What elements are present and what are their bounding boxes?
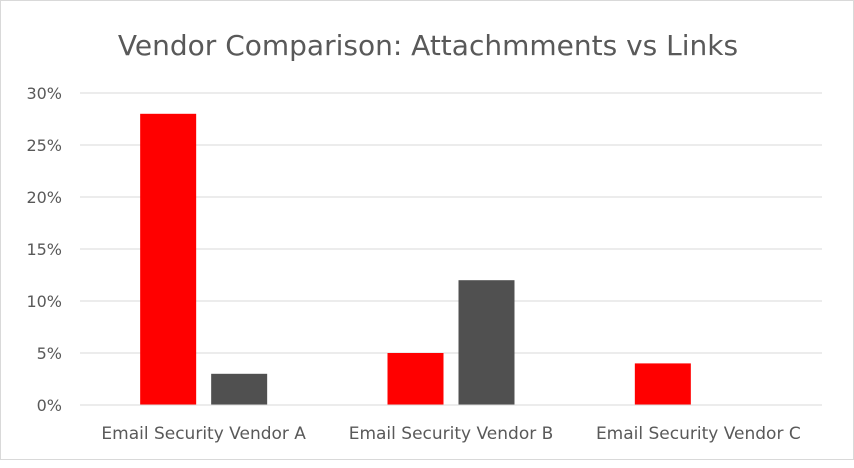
y-axis-ticks: 0% 5% 10% 15% 20% 25% 30% [26, 84, 62, 415]
x-category-label: Email Security Vendor B [349, 424, 554, 444]
y-tick-label: 5% [37, 344, 62, 363]
bar-series-1-cat-3 [634, 363, 691, 405]
x-category-label: Email Security Vendor A [101, 424, 306, 444]
bar-series-1-cat-1 [140, 113, 197, 406]
bar-series-1-cat-2 [387, 353, 444, 405]
bars [140, 113, 691, 406]
bar-series-2-cat-2 [458, 280, 515, 405]
y-tick-label: 10% [26, 292, 62, 311]
x-axis-labels: Email Security Vendor A Email Security Ve… [101, 424, 800, 444]
bar-series-2-cat-1 [211, 373, 268, 405]
y-tick-label: 25% [26, 136, 62, 155]
chart-title: Vendor Comparison: Attachmments vs Links [118, 29, 738, 62]
x-category-label: Email Security Vendor C [596, 424, 801, 444]
y-tick-label: 0% [37, 396, 62, 415]
y-tick-label: 20% [26, 188, 62, 207]
y-tick-label: 15% [26, 240, 62, 259]
y-tick-label: 30% [26, 84, 62, 103]
